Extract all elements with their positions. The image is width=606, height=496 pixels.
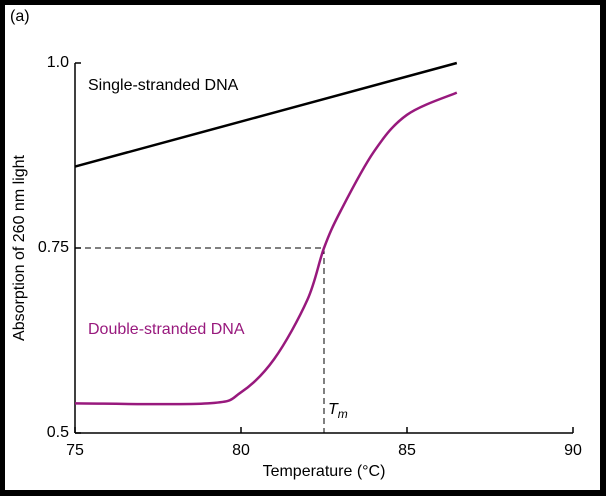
x-tick-label: 90 [564, 442, 582, 459]
x-tick-label: 80 [232, 442, 250, 459]
x-tick-label: 85 [398, 442, 416, 459]
series-line [74, 91, 458, 406]
series-label: Double-stranded DNA [88, 321, 245, 338]
plot-background [5, 5, 600, 490]
y-tick-label: 0.75 [38, 239, 69, 256]
tm-label-sub: m [338, 407, 348, 421]
x-axis-label: Temperature (°C) [263, 463, 386, 480]
y-axis-label: Absorption of 260 nm light [11, 155, 28, 341]
panel-label: (a) [10, 8, 30, 25]
x-tick-label: 75 [66, 442, 84, 459]
tm-label-main: T [328, 401, 339, 418]
y-tick-label: 1.0 [47, 54, 69, 71]
series-label: Single-stranded DNA [88, 77, 239, 94]
tm-label: Tm [328, 401, 348, 421]
y-tick-label: 0.5 [47, 424, 69, 441]
series-line [74, 61, 458, 168]
